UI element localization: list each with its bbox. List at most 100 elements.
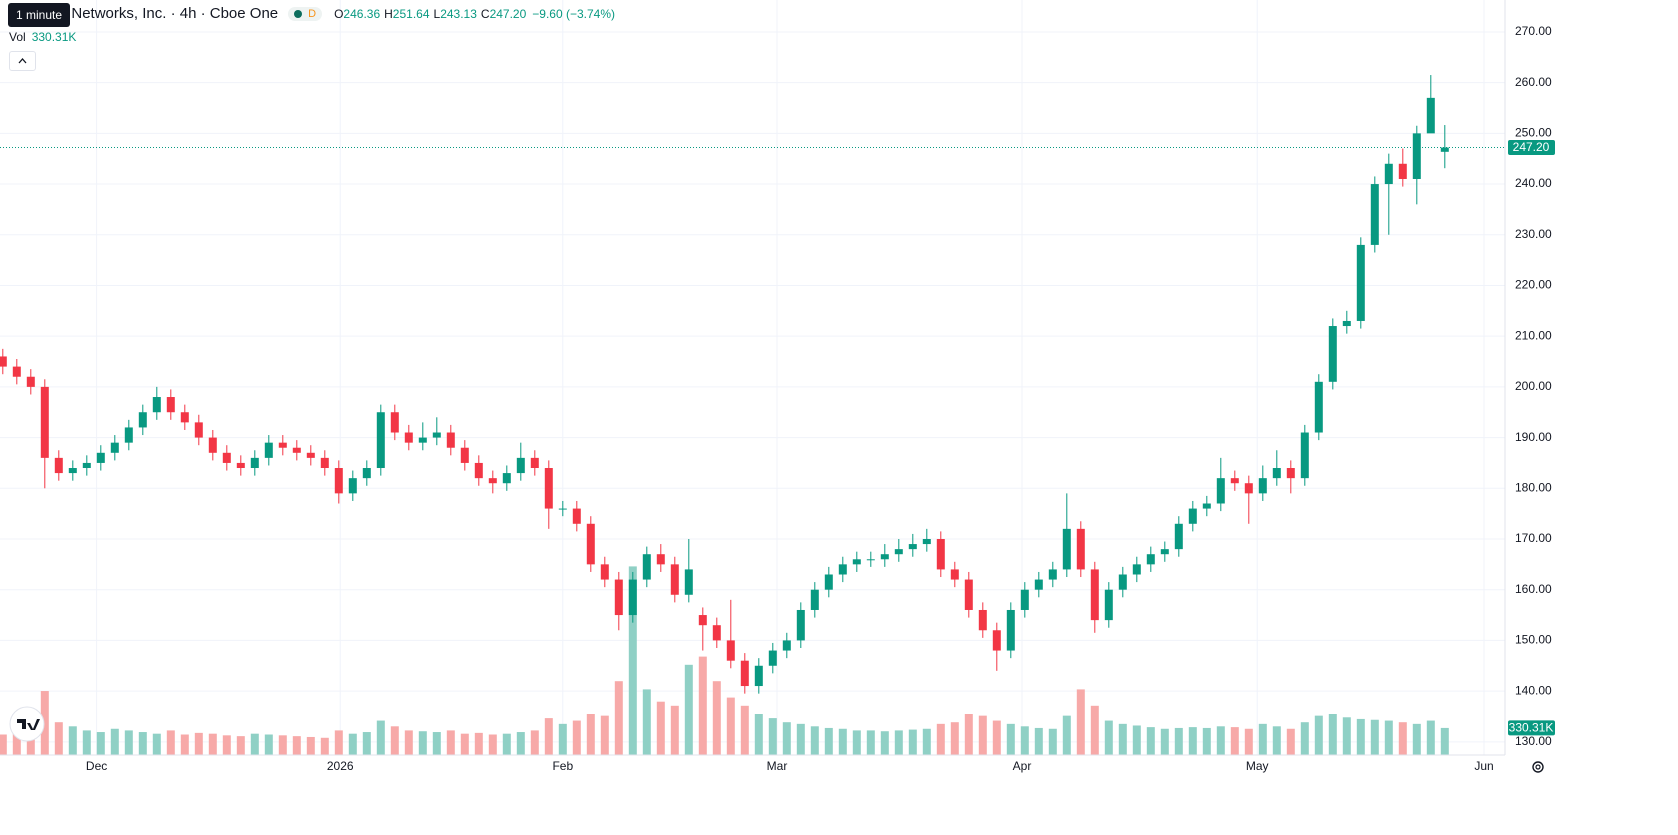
volume-bar — [810, 726, 819, 755]
volume-bar — [516, 732, 525, 755]
candle-body — [1440, 147, 1449, 152]
volume-bar — [320, 737, 329, 755]
candle-body — [824, 574, 833, 590]
volume-bar — [768, 718, 777, 755]
market-status[interactable]: D — [288, 6, 323, 21]
change-value: −9.60 (−3.74%) — [532, 6, 615, 21]
candle-body — [264, 442, 273, 458]
volume-bar — [586, 714, 595, 755]
volume-bar — [152, 733, 161, 755]
tooltip: 1 minute — [8, 3, 71, 27]
candle-body — [572, 508, 581, 524]
candle-body — [1160, 549, 1169, 555]
x-tick-label: Dec — [86, 759, 107, 773]
candle-body — [1398, 163, 1407, 179]
candle-body — [908, 544, 917, 550]
volume-bar — [1202, 727, 1211, 755]
candle-body — [180, 412, 189, 423]
candle-body — [950, 569, 959, 580]
candle-body — [222, 452, 231, 463]
candle-body — [740, 660, 749, 687]
volume-bar — [684, 664, 693, 755]
volume-bar — [922, 728, 931, 755]
volume-bar — [1216, 726, 1225, 755]
volume-bar — [236, 736, 245, 755]
collapse-button[interactable] — [9, 51, 36, 71]
volume-bar — [110, 728, 119, 755]
volume-tag-label: 330.31K — [1509, 721, 1554, 735]
y-tick-label: 260.00 — [1515, 75, 1552, 89]
volume-bar — [712, 681, 721, 755]
candle-body — [208, 437, 217, 453]
volume-bar — [656, 701, 665, 755]
candle-body — [82, 462, 91, 469]
volume-bar — [544, 718, 553, 755]
volume-bar — [502, 733, 511, 755]
candle-body — [1244, 483, 1253, 494]
candle-body — [712, 625, 721, 641]
candle-body — [1314, 381, 1323, 433]
candle-body — [124, 427, 133, 443]
candle-body — [138, 412, 147, 428]
candle-body — [1090, 569, 1099, 621]
volume-bar — [1006, 723, 1015, 755]
candle-body — [152, 397, 161, 413]
volume-value: 330.31K — [31, 30, 77, 44]
ohlc-label: C — [480, 6, 490, 21]
candle-body — [1188, 508, 1197, 524]
x-tick-label: Jun — [1474, 759, 1493, 773]
candle-body — [656, 554, 665, 565]
volume-bar — [54, 722, 63, 755]
candle-body — [250, 457, 259, 469]
volume-bar — [446, 730, 455, 755]
ohlc-label: L — [433, 6, 441, 21]
volume-bar — [782, 722, 791, 755]
volume-bar — [26, 728, 35, 755]
candle-body — [754, 665, 763, 687]
ohlc-label: O — [334, 6, 344, 21]
volume-bar — [628, 566, 637, 755]
candle-body — [474, 462, 483, 479]
symbol-title[interactable]: Palo Alto Networks, Inc. · 4h · Cboe One — [8, 5, 279, 22]
volume-bar — [950, 722, 959, 755]
volume-bar — [194, 732, 203, 755]
candle-body — [306, 452, 315, 458]
y-tick-label: 140.00 — [1515, 683, 1552, 697]
volume-bar — [348, 733, 357, 755]
x-tick-label: Apr — [1013, 759, 1032, 773]
ohlc-value: 251.64 — [392, 6, 430, 21]
volume-bar — [740, 705, 749, 755]
candle-body — [320, 457, 329, 469]
y-tick-label: 220.00 — [1515, 278, 1552, 292]
candle-body — [684, 569, 693, 595]
volume-bar — [572, 720, 581, 755]
candle-body — [530, 457, 539, 469]
volume-bar — [1342, 717, 1351, 755]
settings-button[interactable] — [1532, 761, 1544, 773]
volume-bar — [68, 726, 77, 755]
volume-bar — [166, 730, 175, 755]
volume-bar — [726, 697, 735, 755]
volume-bar — [754, 714, 763, 755]
volume-bar — [250, 733, 259, 755]
candle-body — [194, 422, 203, 438]
x-tick-label: Mar — [767, 759, 788, 773]
candle-body — [1118, 574, 1127, 590]
volume-bar — [208, 733, 217, 755]
volume-bar — [1132, 725, 1141, 755]
candle-body — [1216, 478, 1225, 504]
symbol-legend: Palo Alto Networks, Inc. · 4h · Cboe One… — [8, 5, 615, 22]
volume-bar — [278, 735, 287, 755]
candle-body — [642, 554, 651, 580]
y-tick-label: 150.00 — [1515, 633, 1552, 647]
candle-body — [418, 437, 427, 443]
volume-bar — [1412, 723, 1421, 755]
candle-body — [1426, 97, 1435, 134]
volume-bar — [1146, 727, 1155, 755]
volume-bar — [1076, 689, 1085, 755]
candle-body — [1356, 244, 1365, 321]
volume-bar — [0, 734, 7, 755]
candle-body — [1258, 478, 1267, 494]
y-tick-label: 250.00 — [1515, 126, 1552, 140]
candle-body — [1230, 478, 1239, 484]
